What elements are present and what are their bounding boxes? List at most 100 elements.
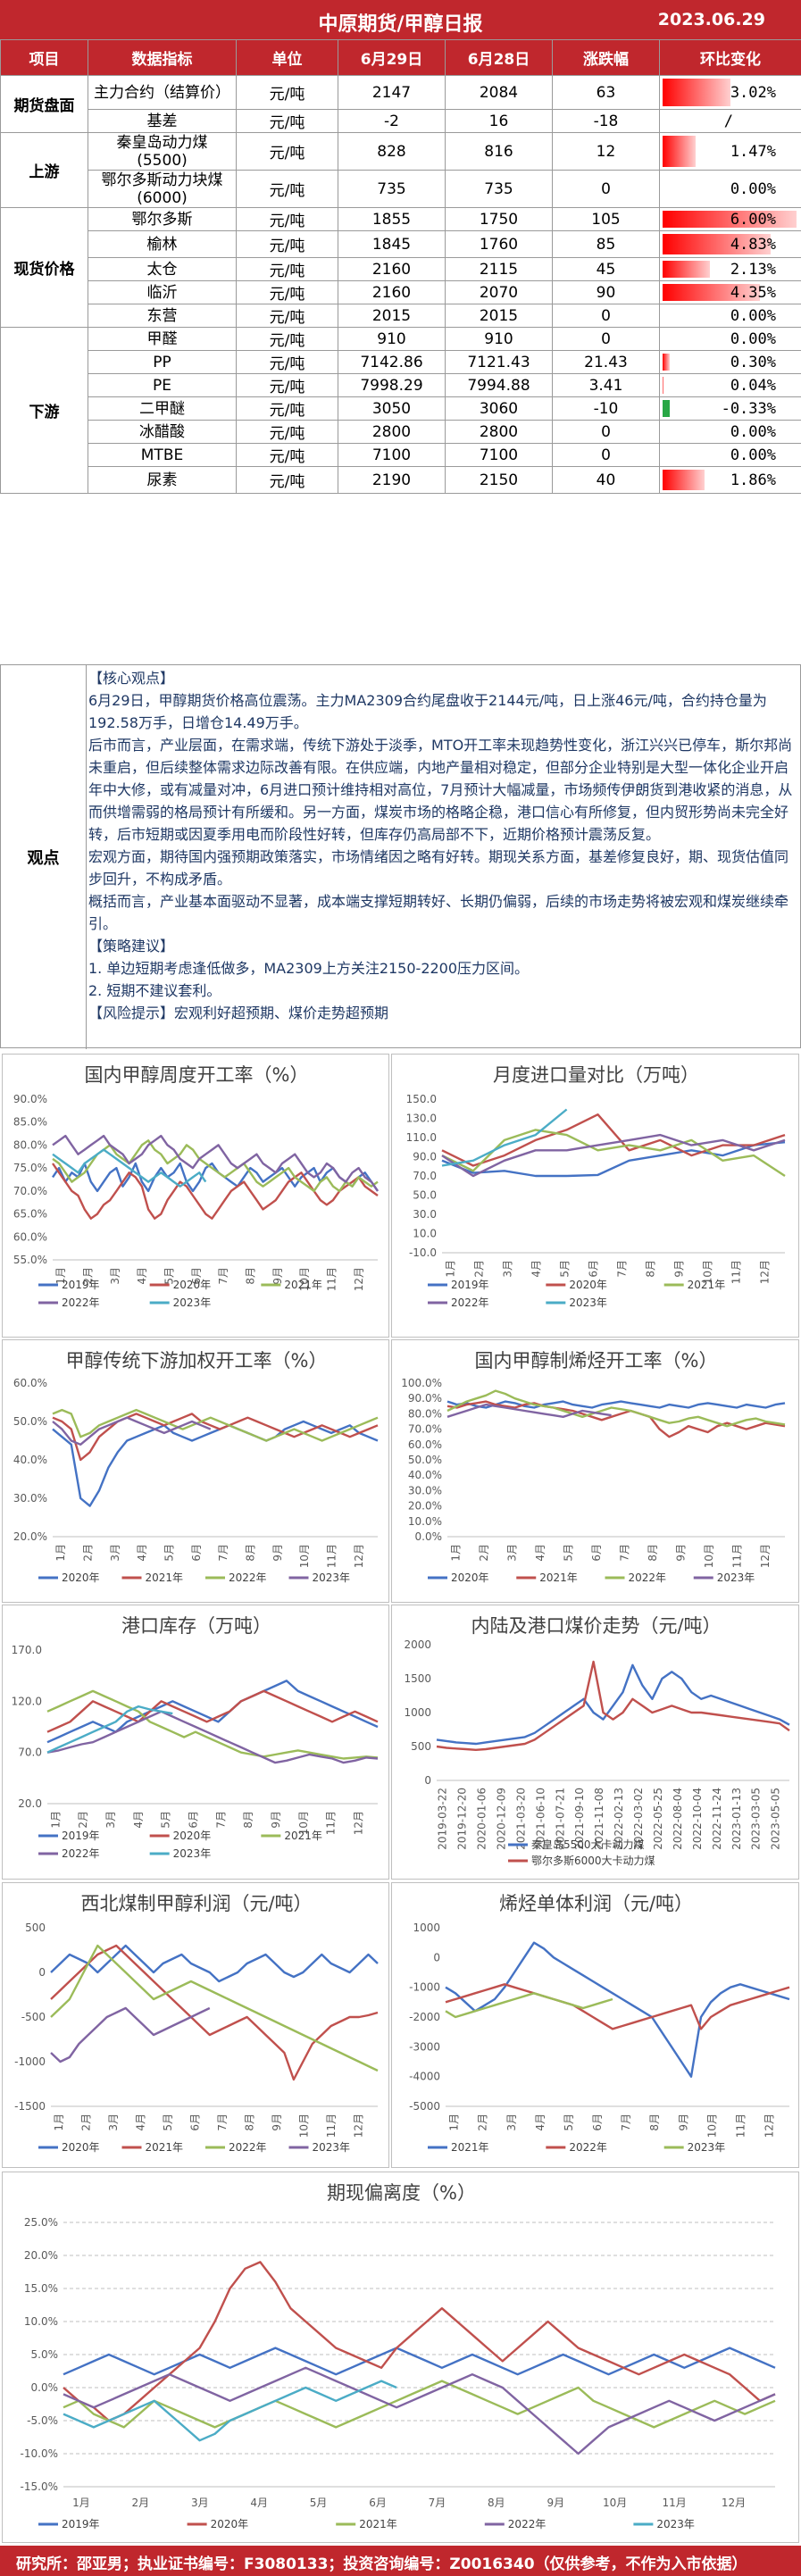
- cell-unit: 元/吨: [236, 396, 338, 421]
- y-tick-label: 80.0%: [13, 1138, 47, 1151]
- legend-label: 秦皇岛5500大卡动力煤: [531, 1838, 645, 1851]
- y-tick-label: 90.0%: [408, 1392, 442, 1405]
- cell-chg: 85: [552, 230, 660, 258]
- x-tick-label: 4月: [530, 1260, 543, 1278]
- x-tick-label: 7月: [618, 1544, 630, 1562]
- y-tick-label: 0.0%: [415, 1530, 443, 1543]
- y-tick-label: -2000: [409, 2011, 440, 2023]
- x-tick-label: 3月: [505, 2113, 518, 2131]
- cell-d1: 2190: [338, 466, 446, 494]
- cell-ind: PE: [88, 373, 237, 397]
- cell-d1: 1855: [338, 207, 446, 231]
- y-tick-label: -500: [21, 2011, 46, 2023]
- x-tick-label: 2020-12-09: [495, 1788, 507, 1850]
- x-tick-label: 3月: [107, 2113, 120, 2131]
- chart-title: 国内甲醇周度开工率（%）: [85, 1064, 309, 1086]
- column-header: 涨跌幅: [552, 39, 660, 76]
- cell-unit: 元/吨: [236, 109, 338, 133]
- y-tick-label: 1500: [404, 1672, 431, 1685]
- y-tick-label: 110.0: [406, 1131, 437, 1144]
- column-header: 数据指标: [88, 39, 237, 76]
- x-tick-label: 1月: [445, 1260, 457, 1278]
- series-line-3: [52, 1134, 379, 1192]
- y-tick-label: 130.0: [406, 1113, 437, 1125]
- table-row: 期货盘面 主力合约（结算价） 元/吨 2147 2084 63 3.02%: [0, 75, 801, 133]
- chart-basis-deviation: 期现偏离度（%） 25.0% 20.0% 15.0% 10.0% 5.0% 0.0% -5.0…: [2, 2172, 799, 2543]
- report-footer: 研究所：邵亚男；执业证书编号：F3080133；投资咨询编号：Z0016340（…: [0, 2546, 801, 2576]
- x-tick-label: 5月: [163, 1267, 175, 1285]
- pct-databar: [663, 79, 730, 106]
- table-row: 上游 秦皇岛动力煤 (5500) 元/吨 828 816 12 1.47%: [0, 132, 801, 208]
- pct-text: 4.83%: [730, 235, 776, 254]
- column-header: 环比变化: [659, 39, 801, 76]
- cell-d2: 1760: [445, 230, 553, 258]
- pct-databar: [663, 136, 696, 167]
- cell-chg: 45: [552, 257, 660, 281]
- chart-coal-price: 内陆及港口煤价走势（元/吨） 2000 1500 1000 500 0 2019-03-22…: [391, 1605, 799, 1880]
- y-tick-label: -4000: [409, 2071, 440, 2083]
- x-tick-label: 9月: [673, 1260, 686, 1278]
- y-tick-label: 50.0%: [13, 1415, 47, 1428]
- pct-text: 6.00%: [730, 210, 776, 229]
- series-line-3: [52, 1416, 212, 1446]
- y-tick-label: -1500: [14, 2100, 46, 2113]
- cell-pct-change: 0.00%: [659, 443, 801, 467]
- series-line-2: [46, 1689, 379, 1760]
- pct-text: 2.13%: [730, 260, 776, 279]
- legend-label: 2020年: [173, 1279, 212, 1291]
- series-line-4: [46, 1705, 173, 1754]
- x-tick-label: 7月: [214, 1811, 227, 1829]
- legend-label: 2021年: [359, 2518, 397, 2530]
- cell-ind: 太仓: [88, 257, 237, 281]
- y-tick-label: -3000: [409, 2040, 440, 2053]
- x-tick-label: 2021-06-10: [534, 1788, 547, 1850]
- pct-text: 0.30%: [730, 353, 776, 371]
- series-line-0: [52, 1162, 379, 1193]
- series-line-1: [63, 2261, 776, 2422]
- y-tick-label: 500: [25, 1922, 46, 1934]
- x-tick-label: 2月: [132, 2497, 150, 2509]
- x-tick-label: 3月: [191, 2497, 209, 2509]
- series-line-3: [50, 2006, 211, 2063]
- series-line-1: [441, 1113, 786, 1167]
- x-tick-label: 2月: [81, 1267, 94, 1285]
- column-header: 项目: [0, 39, 88, 76]
- x-tick-label: 1月: [53, 2113, 65, 2131]
- cell-d1: 7142.86: [338, 350, 446, 374]
- y-tick-label: -1000: [409, 1981, 440, 1994]
- y-tick-label: 0: [38, 1966, 46, 1979]
- pct-text: 0.00%: [730, 306, 776, 325]
- cell-chg: 0: [552, 443, 660, 467]
- y-tick-label: 65.0%: [13, 1208, 47, 1221]
- cell-d1: 2147: [338, 75, 446, 110]
- chart-title: 港口库存（万吨）: [121, 1615, 271, 1637]
- cell-chg: -18: [552, 109, 660, 133]
- cell-ind: 主力合约（结算价）: [88, 75, 237, 110]
- cell-pct-change: 1.86%: [659, 466, 801, 494]
- table-row: 尿素 元/吨 2190 2150 40 1.86%: [1, 466, 801, 494]
- cell-pct-change: 2.13%: [659, 257, 801, 281]
- x-tick-label: 11月: [734, 2113, 747, 2138]
- cell-ind: 尿素: [88, 466, 237, 494]
- cell-pct-change: 3.02%: [659, 75, 801, 110]
- y-tick-label: 0: [433, 1951, 440, 1963]
- chart-title: 甲醇传统下游加权开工率（%）: [66, 1350, 328, 1371]
- x-tick-label: 12月: [722, 2497, 746, 2509]
- cell-d2: 7121.43: [445, 350, 553, 374]
- x-tick-label: 8月: [244, 1267, 256, 1285]
- x-tick-label: 7月: [429, 2497, 446, 2509]
- legend-label: 2023年: [569, 1296, 607, 1309]
- cell-ind: MTBE: [88, 443, 237, 467]
- x-tick-label: 2月: [478, 1544, 490, 1562]
- cell-d1: 735: [338, 170, 446, 208]
- cell-ind: 冰醋酸: [88, 420, 237, 444]
- y-tick-label: -15.0%: [21, 2480, 58, 2493]
- cell-d1: -2: [338, 109, 446, 133]
- x-tick-label: 2月: [77, 1811, 89, 1829]
- cell-unit: 元/吨: [236, 350, 338, 374]
- viewpoint-paragraph: 【策略建议】: [88, 938, 175, 955]
- legend-label: 2020年: [211, 2518, 249, 2530]
- y-tick-label: 10.0: [413, 1228, 437, 1240]
- x-tick-label: 2023-01-13: [730, 1788, 743, 1850]
- y-tick-label: 75.0%: [13, 1162, 47, 1174]
